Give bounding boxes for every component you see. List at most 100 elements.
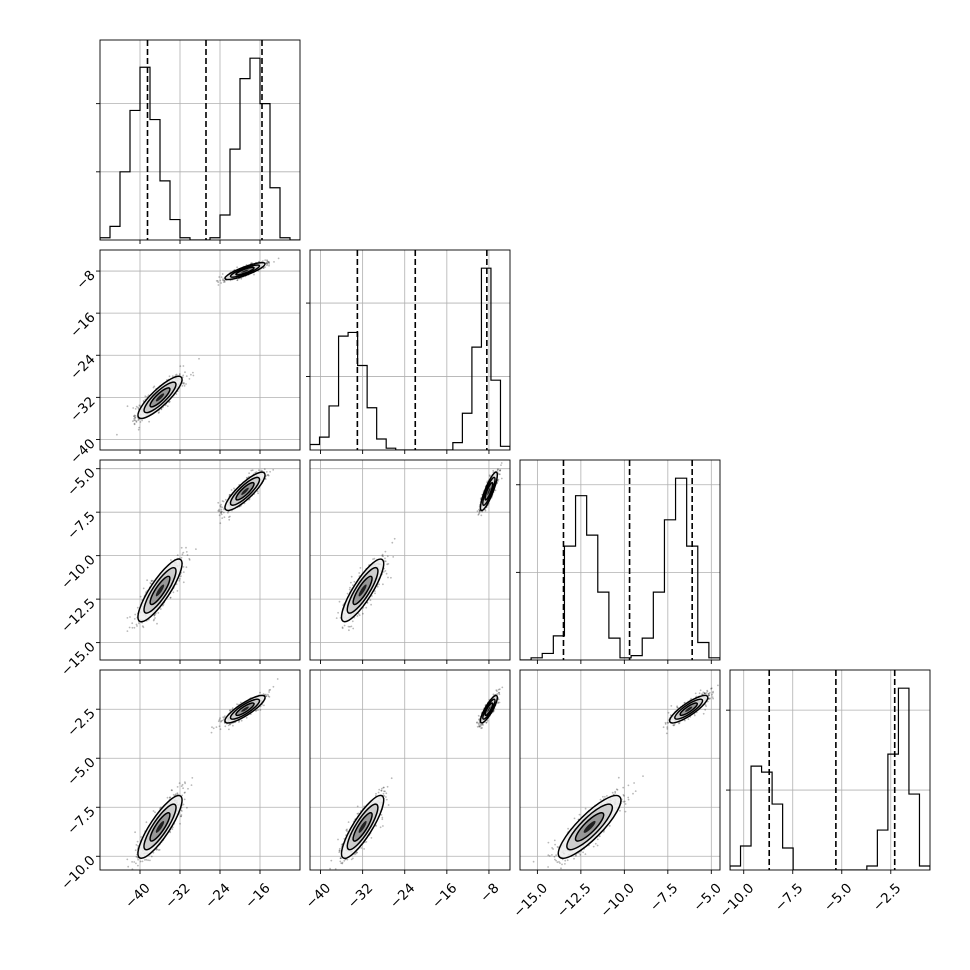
scatter-point (135, 855, 138, 858)
scatter-point (349, 586, 351, 589)
scatter-point (210, 731, 213, 734)
scatter-point (219, 505, 222, 508)
scatter-point (500, 462, 503, 464)
scatter-point (267, 473, 270, 476)
scatter-point (135, 421, 138, 423)
scatter-point (148, 420, 151, 423)
scatter-point (362, 612, 364, 615)
scatter-point (224, 498, 227, 501)
scatter-point (223, 516, 226, 519)
scatter-point (182, 787, 185, 790)
scatter-point (268, 261, 270, 263)
scatter-point (219, 279, 222, 282)
scatter-point (180, 815, 182, 818)
scatter-point (494, 489, 497, 492)
scatter-point (500, 477, 503, 480)
scatter-point (266, 263, 269, 265)
scatter-point (381, 553, 384, 556)
scatter-point (230, 489, 233, 491)
scatter-point (478, 512, 481, 514)
scatter-point (218, 276, 221, 278)
histogram-panel-2 (516, 459, 721, 664)
scatter-point (134, 419, 137, 422)
scatter-point (220, 511, 223, 514)
scatter-point (142, 626, 145, 629)
contour-level (155, 393, 165, 402)
contour-level (487, 487, 491, 495)
scatter-point (183, 792, 186, 794)
scatter-point (182, 365, 185, 367)
scatter-point (372, 558, 374, 560)
scatter-point (136, 625, 138, 627)
scatter-point (166, 796, 169, 799)
scatter-point (266, 262, 268, 265)
scatter-point (176, 786, 179, 788)
scatter-point (257, 709, 259, 711)
scatter-point (384, 557, 386, 560)
scatter-point (218, 510, 221, 513)
scatter-point (477, 514, 480, 516)
histogram-step-line (100, 57, 300, 240)
scatter-point (141, 860, 144, 863)
scatter-point (135, 623, 138, 626)
scatter-point (262, 693, 265, 695)
scatter-point (258, 469, 260, 472)
scatter-points (116, 257, 280, 436)
scatter-point (181, 783, 184, 786)
scatter-point (496, 480, 499, 482)
scatter-point (217, 281, 220, 284)
scatter-point (222, 278, 225, 280)
scatter-point (178, 782, 181, 784)
scatter-point (222, 281, 225, 283)
scatter-point (392, 556, 395, 558)
scatter-point (228, 494, 231, 496)
scatter-panel-2-1 (309, 459, 511, 664)
scatter-point (220, 513, 223, 516)
scatter-point (257, 492, 259, 495)
scatter-point (134, 415, 137, 417)
scatter-point (221, 719, 224, 722)
scatter-point (266, 259, 268, 262)
scatter-point (152, 619, 155, 622)
scatter-point (138, 622, 140, 625)
scatter-point (374, 592, 376, 595)
scatter-point (168, 375, 171, 378)
scatter-point (382, 583, 384, 586)
scatter-point (139, 860, 142, 863)
scatter-point (265, 471, 268, 473)
scatter-point (191, 777, 194, 779)
histogram-panel-0 (96, 39, 301, 244)
scatter-point (477, 513, 480, 515)
scatter-point (175, 393, 178, 395)
scatter-point (222, 500, 225, 503)
scatter-point (223, 716, 226, 719)
scatter-point (190, 784, 193, 786)
scatter-point (263, 704, 265, 707)
scatter-point (198, 357, 200, 360)
scatter-point (179, 365, 182, 368)
scatter-point (180, 814, 183, 816)
scatter-point (134, 613, 137, 616)
scatter-point (347, 625, 350, 628)
contour-level (358, 584, 367, 597)
scatter-point (266, 260, 269, 262)
scatter-point (183, 798, 186, 801)
scatter-point (240, 277, 243, 280)
scatter-point (126, 405, 129, 408)
scatter-point (384, 560, 387, 563)
scatter-point (146, 579, 149, 582)
scatter-point (267, 474, 270, 477)
scatter-point (223, 279, 226, 282)
scatter-point (233, 487, 235, 490)
scatter-point (262, 267, 265, 269)
scatter-point (369, 599, 372, 602)
scatter-point (136, 606, 139, 609)
scatter-point (133, 618, 136, 620)
scatter-point (338, 600, 341, 603)
scatter-point (217, 284, 220, 286)
scatter-point (499, 469, 501, 472)
scatter-point (359, 567, 362, 569)
scatter-point (266, 261, 268, 264)
scatter-point (351, 620, 354, 623)
scatter-point (229, 515, 231, 518)
